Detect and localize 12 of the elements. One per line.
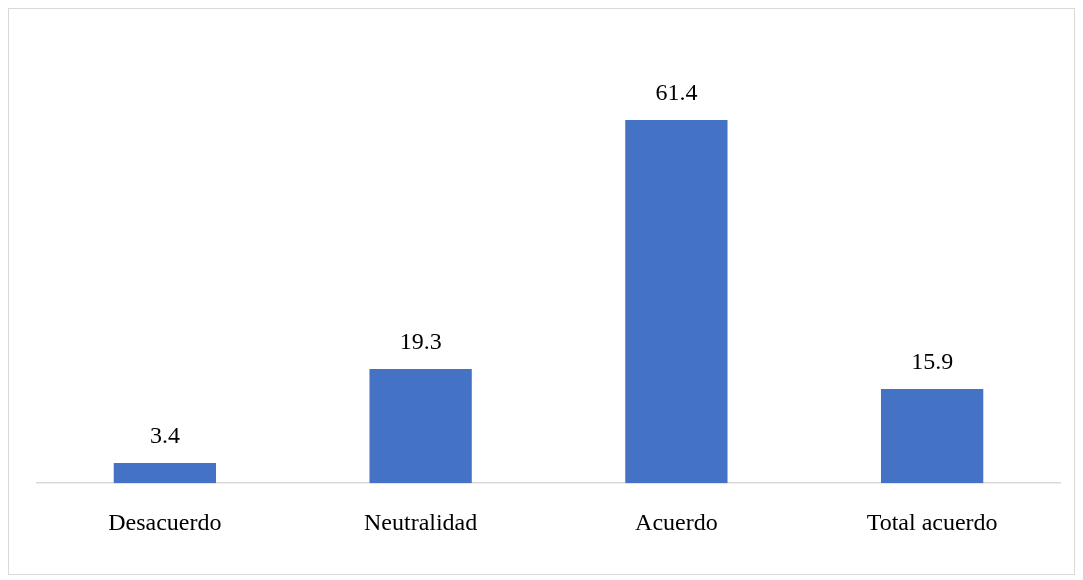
data-label: 15.9 <box>911 348 954 375</box>
bar <box>625 119 728 484</box>
bar <box>113 463 217 484</box>
x-tick-label: Desacuerdo <box>108 508 222 535</box>
data-label: 3.4 <box>149 422 180 449</box>
x-tick-label: Neutralidad <box>363 508 478 535</box>
data-label: 61.4 <box>655 79 698 106</box>
x-tick-label: Total acuerdo <box>866 508 998 535</box>
data-label: 19.3 <box>399 328 442 355</box>
bar <box>369 369 472 484</box>
bar <box>880 389 984 484</box>
x-tick-label: Acuerdo <box>635 508 718 535</box>
